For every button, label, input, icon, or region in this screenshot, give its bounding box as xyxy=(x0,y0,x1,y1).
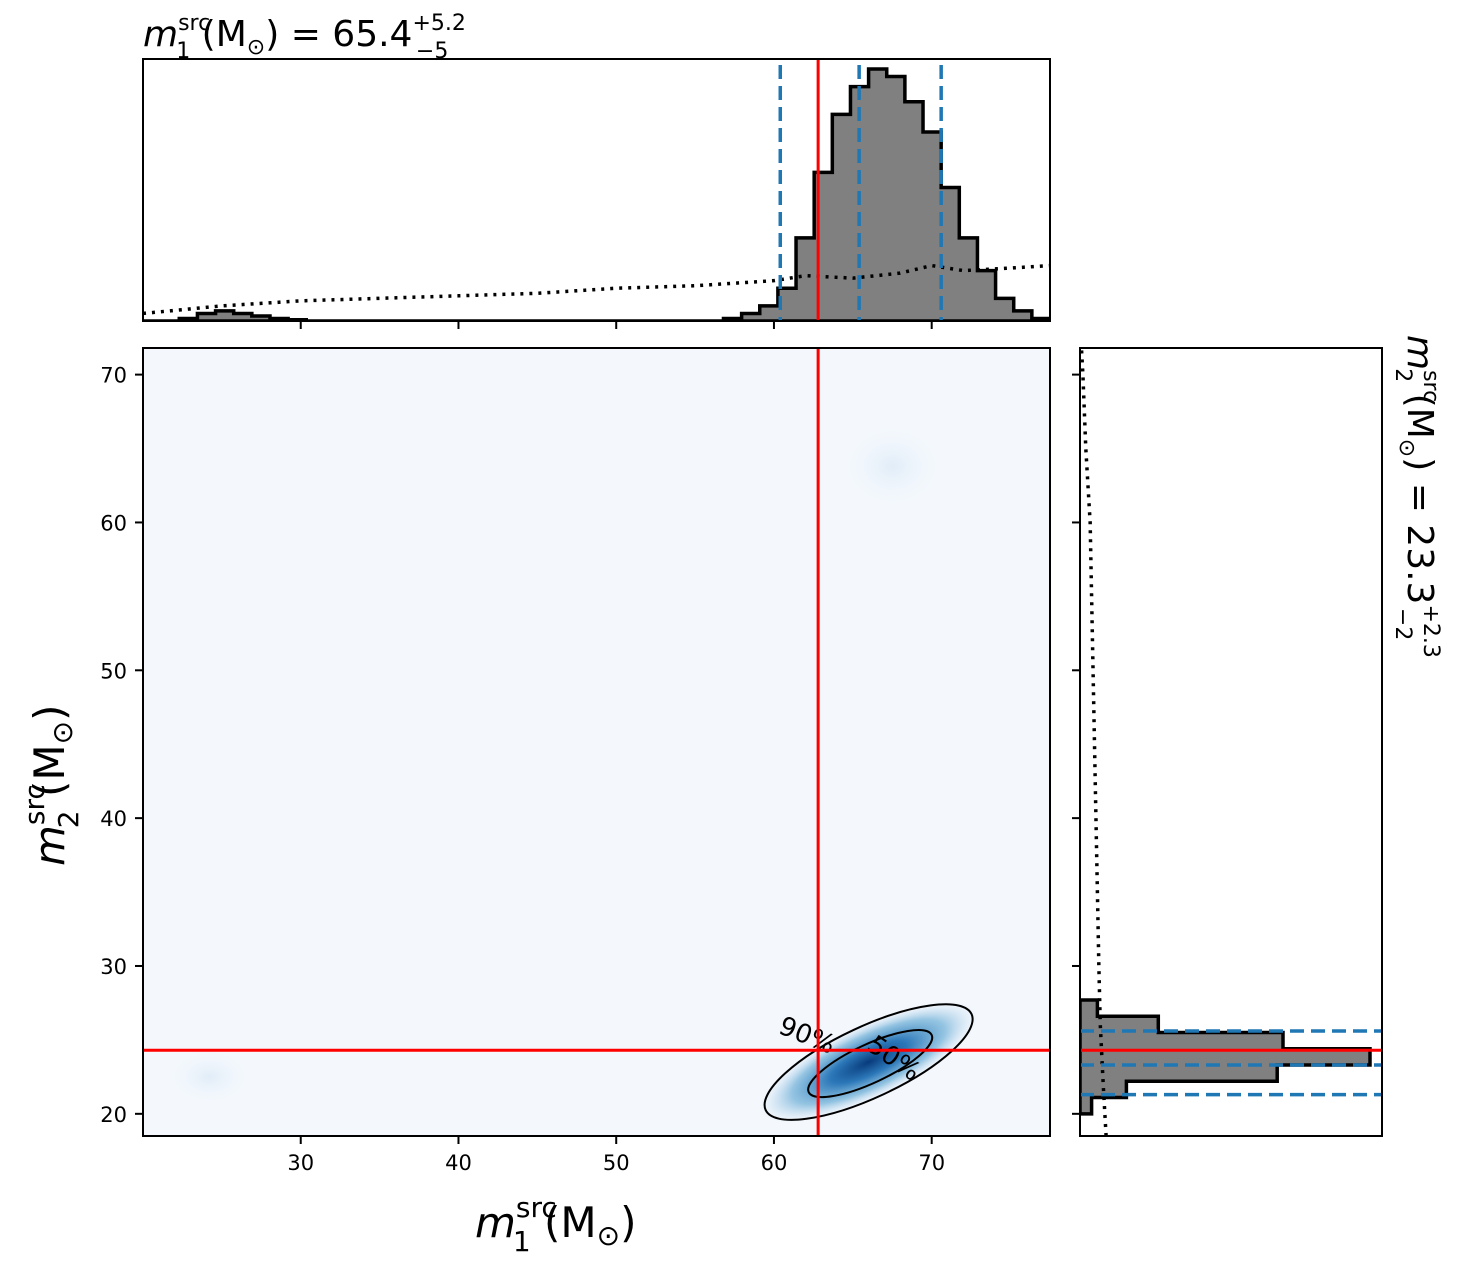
top-panel-frame xyxy=(142,58,1051,322)
top-x-ticks xyxy=(299,321,933,329)
x-tick-label: 50 xyxy=(603,1151,630,1175)
joint-panel-frame xyxy=(142,347,1051,1137)
density-peak xyxy=(759,1001,978,1123)
right-y-ticks xyxy=(1072,373,1080,1115)
top-marginal-panel: msrc 1 (M⊙) = 65.4+5.2 −5 xyxy=(142,11,1051,329)
y-tick-label: 40 xyxy=(100,807,127,831)
y-tick-label: 50 xyxy=(100,659,127,683)
faint-density-left xyxy=(164,1046,255,1107)
m1-histogram xyxy=(143,67,1050,321)
x-tick-label: 30 xyxy=(287,1151,314,1175)
y-tick-label: 30 xyxy=(100,955,127,979)
faint-density-upper xyxy=(837,421,948,512)
y-axis-label: msrc2 (M⊙) xyxy=(18,705,85,866)
y-tick-label: 20 xyxy=(100,1103,127,1127)
x-axis-label: msrc 1 (M⊙) xyxy=(475,1191,636,1258)
contour-90 xyxy=(763,1003,974,1121)
y-tick-label: 70 xyxy=(100,364,127,388)
right-panel-frame xyxy=(1079,347,1383,1137)
right-marginal-panel: msrc2 (M⊙) = 23.3+2.3−2 xyxy=(1072,335,1443,1137)
y-tick-label: 60 xyxy=(100,511,127,535)
x-tick-label: 60 xyxy=(761,1151,788,1175)
x-tick-label: 40 xyxy=(445,1151,472,1175)
top-panel-title: msrc 1 (M⊙) = 65.4+5.2 −5 xyxy=(143,11,466,64)
joint-x-ticks: 30 40 50 60 70 xyxy=(287,1136,945,1175)
right-panel-title: msrc2 (M⊙) = 23.3+2.3−2 xyxy=(1390,335,1443,658)
x-tick-label: 70 xyxy=(918,1151,945,1175)
joint-y-ticks: 20 30 40 50 60 70 xyxy=(100,364,143,1127)
contour-50 xyxy=(807,1029,934,1099)
m2-histogram xyxy=(1080,998,1372,1116)
